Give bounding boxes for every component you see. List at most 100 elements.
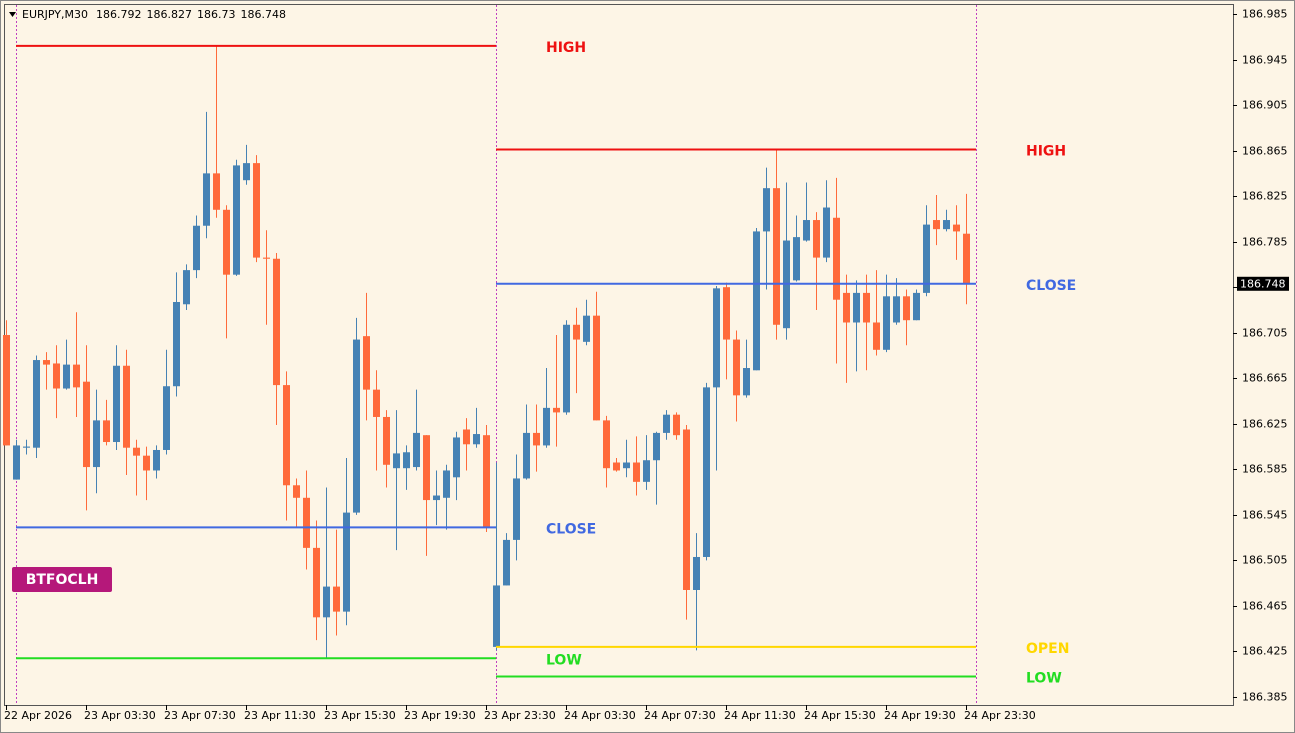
x-tick-label: 23 Apr 03:30: [84, 709, 156, 722]
candle-body: [303, 497, 310, 548]
x-tick-label: 24 Apr 03:30: [564, 709, 636, 722]
y-tick-label: 186.785: [1242, 236, 1288, 249]
candle-body: [53, 363, 60, 389]
candle-body: [483, 435, 490, 528]
candle-body: [493, 585, 500, 647]
y-tick-label: 186.825: [1242, 190, 1288, 203]
candle-body: [803, 220, 810, 241]
candle-body: [863, 292, 870, 323]
axes: 186.985 186.945 186.905 186.865 186.825 186.7…: [4, 8, 1289, 722]
candle-body: [963, 233, 970, 284]
level-label: HIGH: [1026, 143, 1066, 159]
candle-body: [43, 360, 50, 365]
x-tick-label: 24 Apr 07:30: [644, 709, 716, 722]
candle-body: [843, 292, 850, 323]
open-value: 186.792: [96, 8, 142, 21]
candle-body: [423, 435, 430, 501]
candle-body: [793, 237, 800, 281]
candle-body: [683, 429, 690, 590]
candle-body: [253, 163, 260, 258]
x-tick-label: 23 Apr 23:30: [484, 709, 556, 722]
candle-body: [383, 416, 390, 465]
candle-body: [743, 368, 750, 396]
candle-body: [313, 547, 320, 618]
candle-body: [413, 432, 420, 468]
x-tick-label: 23 Apr 19:30: [404, 709, 476, 722]
candle-body: [33, 360, 40, 448]
y-tick-label: 186.385: [1242, 691, 1288, 704]
candle-body: [353, 339, 360, 513]
candle-body: [373, 389, 380, 417]
candle-body: [643, 460, 650, 482]
candle-body: [443, 470, 450, 498]
candle-body: [913, 292, 920, 321]
candle-body: [953, 224, 960, 232]
candle-body: [263, 257, 270, 259]
y-tick-label: 186.465: [1242, 600, 1288, 613]
level-label: LOW: [1026, 671, 1062, 687]
levels: HIGH CLOSE LOW HIGH CLOSE OPEN LOW: [16, 40, 1076, 687]
candle-body: [13, 445, 20, 480]
candle-body: [943, 220, 950, 230]
y-tick-label: 186.585: [1242, 463, 1288, 476]
x-tick-label: 23 Apr 15:30: [324, 709, 396, 722]
y-tick-label: 186.545: [1242, 509, 1288, 522]
x-tick-label: 24 Apr 11:30: [724, 709, 796, 722]
price-label: 186.748: [1240, 277, 1286, 290]
level-label: CLOSE: [1026, 278, 1076, 294]
y-tick-label: 186.625: [1242, 418, 1288, 431]
candle-body: [813, 220, 820, 258]
candle-body: [873, 322, 880, 350]
level-label: OPEN: [1026, 641, 1069, 657]
candle-body: [193, 225, 200, 271]
y-tick-label: 186.905: [1242, 99, 1288, 112]
y-tick-label: 186.985: [1242, 8, 1288, 21]
candle-body: [833, 217, 840, 300]
x-tick-label: 23 Apr 07:30: [164, 709, 236, 722]
candle-body: [513, 478, 520, 540]
candle-body: [83, 381, 90, 468]
candle-body: [283, 385, 290, 486]
badge-box: [12, 567, 112, 592]
low-value: 186.73: [197, 8, 236, 21]
level-label: LOW: [546, 652, 582, 668]
candle-body: [453, 437, 460, 478]
candle-body: [933, 220, 940, 230]
candle-body: [123, 365, 130, 448]
candle-body: [623, 462, 630, 469]
candle-body: [663, 414, 670, 433]
menu-arrow[interactable]: [9, 12, 16, 17]
candle-body: [333, 586, 340, 612]
candle-body: [323, 586, 330, 618]
candle-body: [923, 224, 930, 293]
close-value: 186.748: [240, 8, 286, 21]
candle-body: [173, 301, 180, 387]
x-tick-label: 24 Apr 19:30: [884, 709, 956, 722]
candle-body: [823, 207, 830, 258]
candle-body: [853, 292, 860, 323]
price-box: [1237, 276, 1289, 291]
x-tick-label: 24 Apr 15:30: [804, 709, 876, 722]
y-tick-label: 186.705: [1242, 327, 1288, 340]
candle-body: [903, 296, 910, 321]
y-tick-label: 186.425: [1242, 645, 1288, 658]
candle-body: [403, 452, 410, 469]
candle-body: [133, 447, 140, 456]
candle-body: [653, 432, 660, 461]
candle-body: [213, 173, 220, 210]
badge: BTFOCLH: [26, 572, 99, 588]
candle-body: [733, 339, 740, 396]
y-tick-label: 186.665: [1242, 372, 1288, 385]
candle-body: [473, 434, 480, 445]
candle-body: [223, 209, 230, 275]
x-tick-label: 23 Apr 11:30: [244, 709, 316, 722]
candle-body: [243, 163, 250, 181]
candle-body: [593, 315, 600, 421]
candle-body: [113, 365, 120, 443]
candle-body: [533, 432, 540, 446]
x-tick-label: 24 Apr 23:30: [964, 709, 1036, 722]
candle-body: [573, 324, 580, 340]
candles: [3, 45, 970, 659]
candle-body: [893, 296, 900, 323]
